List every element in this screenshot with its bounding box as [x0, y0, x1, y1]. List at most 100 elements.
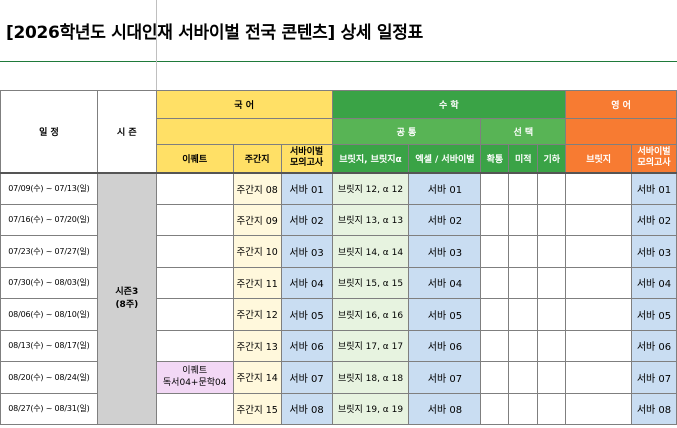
eng-survival-cell: 서바 01: [631, 172, 677, 205]
excel-cell: 서바 01: [408, 172, 482, 205]
column-divider: [156, 0, 157, 90]
ekwt-cell: 이퀘트 독서04+문학04: [155, 361, 234, 394]
weekly-cell: 주간지 09: [232, 203, 282, 236]
ekwt-title: 이퀘트: [182, 366, 208, 377]
date-cell: 08/13(수) ~ 08/17(일): [0, 329, 98, 362]
eng-bridge-cell: [565, 172, 632, 205]
col-calc: 미적: [508, 144, 539, 174]
table-row: 08/27(수) ~ 08/31(일) 주간지 15 서바 08 브릿지 19, α …: [0, 392, 677, 425]
excel-cell: 서바 08: [408, 392, 482, 425]
calc-cell: [508, 392, 539, 425]
eng-bridge-cell: [565, 298, 632, 331]
col-bridge: 브릿지, 브릿지α: [331, 144, 410, 174]
table-row: 08/06(수) ~ 08/10(일) 주간지 12 서바 05 브릿지 16, α …: [0, 298, 677, 331]
calc-cell: [508, 172, 539, 205]
eng-survival-cell: 서바 02: [631, 203, 677, 236]
ekwt-cell: [155, 298, 234, 331]
header-math: 수 학: [331, 90, 567, 119]
bridge-cell: 브릿지 12, α 12: [331, 172, 410, 205]
ekwt-detail: 독서04+문학04: [162, 378, 227, 389]
eng-bridge-cell: [565, 329, 632, 362]
calc-cell: [508, 235, 539, 268]
kor-survival-cell: 서바 05: [280, 298, 333, 331]
title-bar: [2026학년도 시대인재 서바이벌 전국 콘텐츠] 상세 일정표: [0, 0, 677, 62]
ekwt-cell: [155, 266, 234, 299]
excel-cell: 서바 05: [408, 298, 482, 331]
page-title: [2026학년도 시대인재 서바이벌 전국 콘텐츠] 상세 일정표: [6, 23, 423, 43]
bridge-cell: 브릿지 15, α 15: [331, 266, 410, 299]
col-weekly: 주간지: [232, 144, 282, 174]
excel-cell: 서바 04: [408, 266, 482, 299]
date-cell: 08/20(수) ~ 08/24(일): [0, 361, 98, 394]
col-excel: 엑셀 / 서바이벌: [408, 144, 482, 174]
season-name: 시즌3: [115, 286, 139, 297]
prob-cell: [480, 329, 510, 362]
korean-subheader-blank: [155, 118, 333, 145]
bridge-cell: 브릿지 17, α 17: [331, 329, 410, 362]
season-weeks: (8주): [115, 299, 139, 310]
excel-cell: 서바 03: [408, 235, 482, 268]
kor-survival-cell: 서바 01: [280, 172, 333, 205]
kor-survival-cell: 서바 02: [280, 203, 333, 236]
ekwt-cell: [155, 172, 234, 205]
geo-cell: [537, 392, 567, 425]
geo-cell: [537, 203, 567, 236]
ekwt-cell: [155, 203, 234, 236]
header-common: 공 통: [331, 118, 482, 145]
prob-cell: [480, 235, 510, 268]
weekly-cell: 주간지 15: [232, 392, 282, 425]
weekly-cell: 주간지 14: [232, 361, 282, 394]
calc-cell: [508, 203, 539, 236]
prob-cell: [480, 298, 510, 331]
excel-cell: 서바 06: [408, 329, 482, 362]
date-cell: 07/23(수) ~ 07/27(일): [0, 235, 98, 268]
table-row: 07/23(수) ~ 07/27(일) 주간지 10 서바 03 브릿지 14, α …: [0, 235, 677, 268]
table-row: 07/09(수) ~ 07/13(일) 시즌3 (8주) 주간지 08 서바 01 브릿지…: [0, 172, 677, 425]
eng-survival-cell: 서바 08: [631, 392, 677, 425]
ekwt-cell: [155, 235, 234, 268]
col-ekwt: 이퀘트: [155, 144, 234, 174]
table-row: 08/20(수) ~ 08/24(일) 이퀘트 독서04+문학04 주간지 14 서바 …: [0, 361, 677, 394]
bridge-cell: 브릿지 13, α 13: [331, 203, 410, 236]
calc-cell: [508, 361, 539, 394]
eng-bridge-cell: [565, 235, 632, 268]
eng-survival-cell: 서바 07: [631, 361, 677, 394]
schedule-rows: 07/09(수) ~ 07/13(일) 시즌3 (8주) 주간지 08 서바 01 브릿지…: [0, 172, 677, 425]
header-season: 시 즌: [96, 90, 157, 174]
kor-survival-cell: 서바 07: [280, 361, 333, 394]
col-geo: 기하: [537, 144, 567, 174]
weekly-cell: 주간지 12: [232, 298, 282, 331]
eng-survival-cell: 서바 05: [631, 298, 677, 331]
table-row: 07/30(수) ~ 08/03(일) 주간지 11 서바 04 브릿지 15, α …: [0, 266, 677, 299]
date-cell: 07/09(수) ~ 07/13(일): [0, 172, 98, 205]
eng-bridge-cell: [565, 361, 632, 394]
prob-cell: [480, 266, 510, 299]
schedule-table: 일 정 시 즌 국 어 수 학 영 어 공 통 선 택 이퀘트 주간지 서바이벌…: [0, 90, 677, 425]
kor-survival-cell: 서바 06: [280, 329, 333, 362]
eng-survival-cell: 서바 04: [631, 266, 677, 299]
prob-cell: [480, 392, 510, 425]
prob-cell: [480, 361, 510, 394]
geo-cell: [537, 329, 567, 362]
col-eng-bridge: 브릿지: [565, 144, 632, 174]
col-kor-survival: 서바이벌 모의고사: [280, 144, 333, 174]
date-cell: 07/16(수) ~ 07/20(일): [0, 203, 98, 236]
eng-survival-cell: 서바 06: [631, 329, 677, 362]
table-row: 07/16(수) ~ 07/20(일) 주간지 09 서바 02 브릿지 13, α …: [0, 203, 677, 236]
header-elective: 선 택: [480, 118, 567, 145]
weekly-cell: 주간지 11: [232, 266, 282, 299]
col-prob: 확통: [480, 144, 510, 174]
geo-cell: [537, 172, 567, 205]
eng-bridge-cell: [565, 266, 632, 299]
col-eng-survival: 서바이벌 모의고사: [631, 144, 677, 174]
calc-cell: [508, 329, 539, 362]
excel-cell: 서바 07: [408, 361, 482, 394]
table-row: 08/13(수) ~ 08/17(일) 주간지 13 서바 06 브릿지 17, α …: [0, 329, 677, 362]
english-subheader-blank: [565, 118, 677, 145]
season-cell: 시즌3 (8주): [96, 172, 157, 425]
calc-cell: [508, 298, 539, 331]
header-schedule: 일 정: [0, 90, 98, 174]
eng-bridge-cell: [565, 392, 632, 425]
geo-cell: [537, 361, 567, 394]
eng-survival-cell: 서바 03: [631, 235, 677, 268]
